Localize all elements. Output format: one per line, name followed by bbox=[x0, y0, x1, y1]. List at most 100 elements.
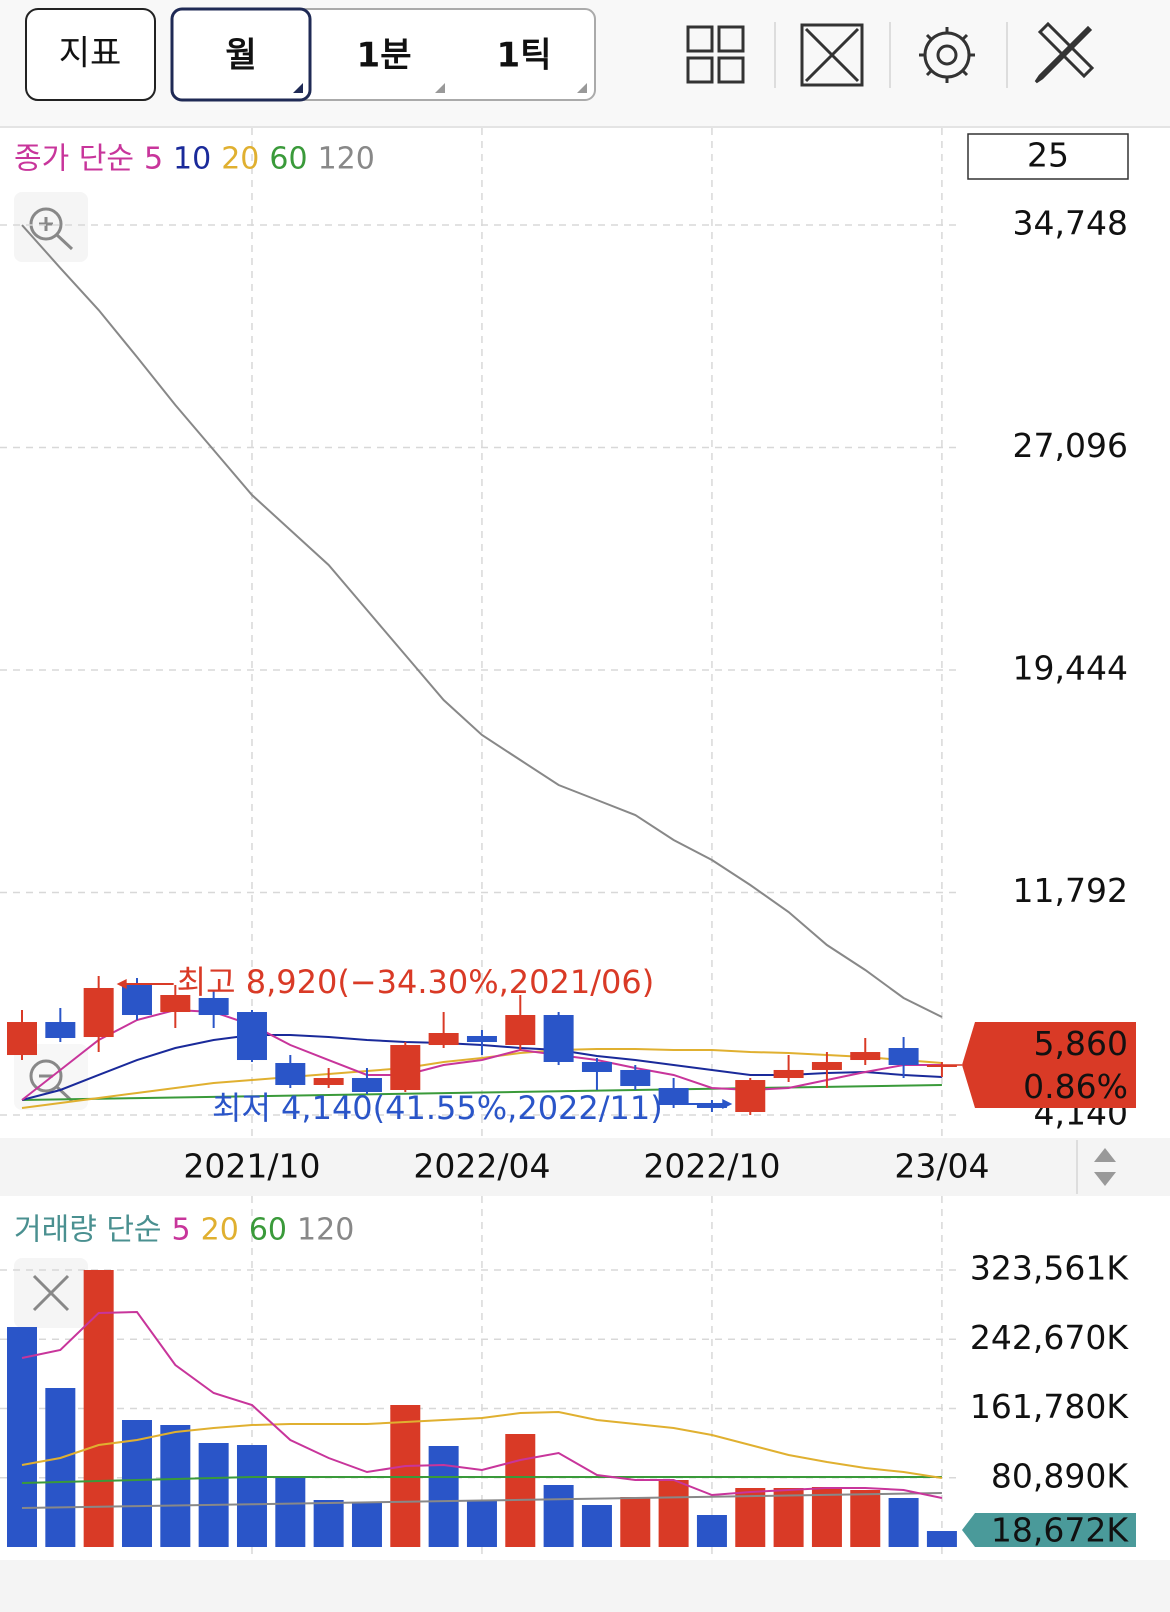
volume-bar bbox=[83, 1270, 114, 1547]
legend-title: 거래량 단순 bbox=[14, 1213, 162, 1248]
candle-body bbox=[236, 1012, 267, 1061]
x-tick-label: 23/04 bbox=[894, 1147, 989, 1186]
candle-body bbox=[696, 1102, 727, 1108]
candle-body bbox=[351, 1078, 382, 1092]
y-tick-label: 11,792 bbox=[1013, 871, 1128, 910]
y-tick-label: 161,780K bbox=[970, 1387, 1129, 1426]
bottom-bar bbox=[0, 1560, 1170, 1612]
y-tick-label: 242,670K bbox=[970, 1318, 1129, 1357]
corner-mark bbox=[435, 83, 445, 93]
volume-bar bbox=[696, 1515, 727, 1547]
volume-bar bbox=[505, 1434, 536, 1547]
legend-entry: 20 bbox=[221, 142, 259, 177]
legend-entry: 5 bbox=[144, 142, 163, 177]
volume-bar bbox=[275, 1476, 306, 1547]
ma-line bbox=[21, 1411, 943, 1479]
date-bar bbox=[0, 1138, 1170, 1196]
low-arrowhead bbox=[722, 1099, 733, 1109]
ma-line bbox=[21, 1476, 942, 1485]
candle-body bbox=[83, 987, 114, 1038]
legend-entry: 10 bbox=[173, 142, 211, 177]
candle-body bbox=[7, 1022, 37, 1056]
count-box[interactable] bbox=[967, 133, 1129, 180]
candle-body bbox=[275, 1063, 306, 1085]
volume-bar bbox=[198, 1443, 229, 1547]
legend-title: 종가 단순 bbox=[14, 142, 134, 177]
candle-body bbox=[658, 1088, 689, 1105]
volume-bar bbox=[811, 1487, 842, 1547]
layout-icon[interactable] bbox=[686, 25, 745, 84]
volume-bar bbox=[926, 1531, 957, 1547]
period-label[interactable]: 1분 bbox=[357, 36, 412, 76]
volume-bar bbox=[735, 1488, 766, 1547]
volume-bar bbox=[620, 1497, 651, 1547]
zoom-in-button[interactable] bbox=[14, 192, 88, 262]
candle-body bbox=[505, 1015, 536, 1046]
candle-body bbox=[390, 1045, 421, 1090]
ma-line bbox=[21, 1311, 943, 1499]
x-tick-label: 2022/04 bbox=[413, 1147, 550, 1186]
corner-mark bbox=[577, 83, 587, 93]
tools-icon[interactable] bbox=[1034, 21, 1095, 84]
volume-bar bbox=[313, 1500, 344, 1547]
candle-body bbox=[466, 1035, 497, 1043]
volume-bar bbox=[45, 1388, 76, 1547]
current-label: 18,672K bbox=[991, 1511, 1129, 1550]
volume-bar bbox=[543, 1485, 574, 1547]
legend-entry: 60 bbox=[249, 1213, 287, 1248]
legend-entry: 60 bbox=[269, 142, 307, 177]
y-tick-label: 80,890K bbox=[991, 1456, 1129, 1495]
fullscreen-icon[interactable] bbox=[800, 23, 864, 87]
candle-body bbox=[313, 1078, 344, 1085]
candle-body bbox=[888, 1048, 919, 1066]
ma-line bbox=[21, 1047, 942, 1109]
y-tick-label: 19,444 bbox=[1013, 649, 1128, 688]
volume-bar bbox=[466, 1500, 497, 1547]
candle-body bbox=[620, 1069, 651, 1087]
volume-bar bbox=[390, 1405, 421, 1547]
close-icon bbox=[32, 1274, 70, 1312]
settings-icon[interactable] bbox=[919, 27, 975, 83]
candle-body bbox=[198, 997, 229, 1016]
high-label: 최고 8,920(−34.30%,2021/06) bbox=[177, 963, 655, 1001]
legend-entry: 20 bbox=[201, 1213, 239, 1248]
volume-bar bbox=[236, 1445, 267, 1547]
period-label[interactable]: 1틱 bbox=[497, 36, 552, 76]
legend-entry: 120 bbox=[297, 1213, 354, 1248]
high-arrowhead bbox=[116, 979, 127, 990]
candle-body bbox=[543, 1015, 574, 1062]
candle-body bbox=[581, 1061, 612, 1072]
candle-body bbox=[45, 1022, 76, 1039]
volume-bar bbox=[888, 1498, 919, 1547]
zoom-in-icon bbox=[29, 207, 74, 251]
period-label[interactable]: 월 bbox=[225, 36, 256, 76]
y-tick-label: 323,561K bbox=[970, 1249, 1129, 1288]
volume-bar bbox=[7, 1327, 37, 1547]
candle-body bbox=[773, 1069, 804, 1079]
current-tag bbox=[962, 1513, 1136, 1548]
period-selected[interactable] bbox=[170, 7, 312, 102]
current-tag bbox=[962, 1021, 1136, 1108]
indicator-button[interactable] bbox=[25, 8, 156, 101]
candle-body bbox=[926, 1064, 957, 1067]
ma-line bbox=[21, 1492, 942, 1510]
volume-bar bbox=[850, 1490, 881, 1547]
legend-entry: 120 bbox=[318, 142, 375, 177]
candle-body bbox=[428, 1033, 459, 1046]
current-label: 5,860 bbox=[1034, 1024, 1128, 1063]
volume-bar bbox=[351, 1502, 382, 1547]
volume-bar bbox=[160, 1425, 191, 1547]
x-tick-label: 2021/10 bbox=[183, 1147, 320, 1186]
y-tick-label: 27,096 bbox=[1013, 426, 1128, 465]
indicator-label: 지표 bbox=[59, 34, 122, 74]
x-tick-label: 2022/10 bbox=[643, 1147, 780, 1186]
volume-bar bbox=[581, 1505, 612, 1547]
volume-bar bbox=[428, 1446, 459, 1547]
candle-body bbox=[121, 984, 152, 1016]
visible-count: 25 bbox=[1027, 136, 1069, 175]
legend-entry: 5 bbox=[172, 1213, 191, 1248]
corner-mark bbox=[293, 83, 303, 93]
scroll-icon[interactable] bbox=[1094, 1148, 1116, 1186]
candle-body bbox=[811, 1061, 842, 1070]
candle-body bbox=[735, 1080, 766, 1113]
